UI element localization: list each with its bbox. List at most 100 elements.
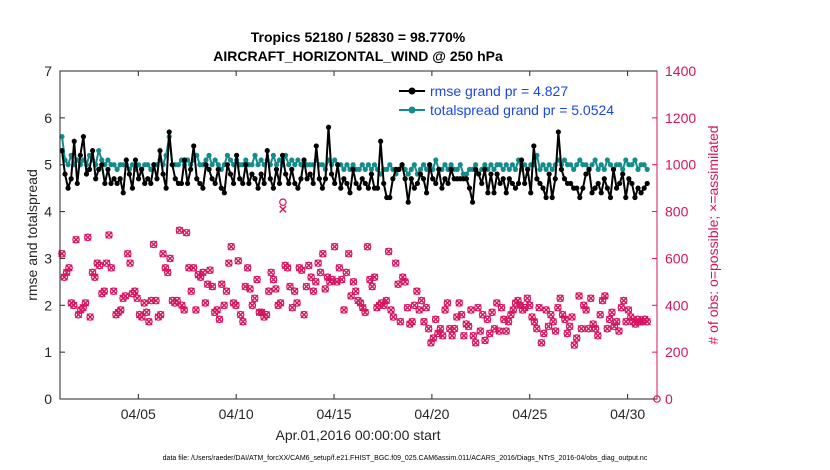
obs_possible-point	[109, 287, 118, 296]
obs_assimilated-point	[389, 313, 398, 321]
obs_possible-point	[619, 296, 628, 305]
obs_possible-point	[596, 310, 605, 319]
totalspread-point	[111, 162, 117, 168]
rmse-point	[283, 171, 289, 177]
rmse-point	[423, 190, 430, 196]
rmse-point	[145, 176, 151, 182]
totalspread-point	[568, 162, 574, 168]
obs_possible-point	[300, 310, 308, 319]
totalspread-point	[617, 162, 623, 168]
obs_possible-point	[133, 294, 141, 303]
obs_possible-point	[288, 303, 297, 312]
rmse-point	[433, 180, 439, 187]
obs_possible-point	[471, 338, 480, 347]
obs_possible-point	[264, 287, 273, 296]
rmse-point	[270, 185, 276, 191]
obs_assimilated-point	[603, 325, 611, 333]
obs_possible-point	[319, 249, 327, 258]
obs_assimilated-point	[615, 327, 623, 335]
rmse-point	[329, 171, 335, 177]
totalspread-point	[255, 162, 261, 168]
obs_possible-point	[474, 303, 482, 312]
totalspread-point	[598, 162, 604, 168]
obs_assimilated-point	[361, 308, 369, 317]
totalspread-point	[577, 157, 583, 163]
rmse-point	[522, 180, 528, 187]
rmse-point	[583, 171, 589, 177]
obs_assimilated-point	[488, 308, 496, 317]
obs_assimilated-point	[535, 303, 543, 312]
obs_possible-point	[229, 299, 238, 307]
obs_assimilated-point	[189, 264, 198, 272]
obs_possible-point	[502, 327, 510, 335]
obs_possible-point	[159, 249, 167, 258]
obs_assimilated-point	[290, 287, 299, 295]
obs_assimilated-point	[382, 296, 391, 305]
rmse-point	[194, 176, 200, 182]
obs_possible-point	[539, 329, 548, 338]
rmse-point	[163, 185, 169, 191]
obs_assimilated-point	[107, 264, 116, 272]
obs_possible-point	[107, 263, 116, 272]
obs_assimilated-point	[464, 322, 473, 331]
rmse-point	[154, 176, 160, 182]
rmse-point	[178, 180, 185, 187]
obs_possible-point	[368, 282, 377, 291]
obs_possible-point	[535, 303, 543, 312]
obs_possible-point	[309, 287, 318, 296]
obs_assimilated-point	[530, 317, 539, 326]
series-layer	[58, 124, 661, 403]
rmse-point	[463, 176, 470, 182]
totalspread-point	[423, 166, 430, 172]
obs_assimilated-point	[156, 310, 165, 319]
obs_possible-point	[154, 313, 163, 321]
obs_possible-point	[250, 294, 259, 303]
obs_assimilated-point	[316, 268, 325, 277]
obs_possible-point	[67, 299, 76, 307]
obs_possible-point	[192, 306, 200, 314]
obs_possible-point	[93, 259, 102, 267]
rmse-point	[509, 180, 515, 187]
rmse-point	[420, 176, 427, 182]
obs_assimilated-point	[424, 325, 433, 333]
obs_assimilated-point	[608, 308, 616, 317]
obs_assimilated-point	[401, 278, 409, 286]
totalspread-point	[537, 166, 543, 172]
rmse-point	[184, 180, 191, 187]
obs_assimilated-point	[399, 273, 407, 281]
rmse-point	[473, 166, 479, 172]
obs_assimilated-point	[337, 275, 346, 284]
rmse-point	[191, 143, 197, 149]
y-axis-label: rmse and totalspread	[24, 169, 40, 301]
obs_assimilated-point	[196, 273, 205, 281]
rmse-point	[485, 190, 491, 196]
rmse-point	[436, 166, 442, 172]
rmse-point	[252, 176, 258, 182]
totalspread-point	[405, 171, 411, 177]
rmse-point	[80, 134, 87, 140]
obs_assimilated-point	[636, 317, 644, 326]
obs_possible-point	[624, 306, 633, 314]
obs_possible-point	[417, 296, 426, 305]
obs_possible-point	[267, 268, 275, 277]
obs_assimilated-point	[476, 327, 485, 335]
obs_possible-point	[112, 310, 120, 319]
totalspread-point	[249, 162, 255, 168]
y2-tick-label: 800	[665, 204, 689, 220]
rmse-point	[129, 185, 136, 191]
obs_possible-point	[220, 301, 228, 310]
rmse-point	[512, 185, 519, 191]
rmse-point	[181, 157, 188, 163]
obs_assimilated-point	[72, 235, 80, 244]
obs_possible-point	[549, 317, 557, 326]
rmse-point	[289, 166, 295, 172]
y2-axis-label: # of obs: o=possible; ×=assimilated	[705, 125, 721, 344]
obs_possible-point	[175, 226, 184, 235]
rmse-point	[344, 180, 350, 187]
rmse-point	[200, 185, 206, 191]
rmse-point	[592, 185, 598, 191]
obs_assimilated-point	[540, 329, 548, 338]
rmse-point	[387, 194, 393, 201]
obs_assimilated-point	[253, 275, 261, 284]
